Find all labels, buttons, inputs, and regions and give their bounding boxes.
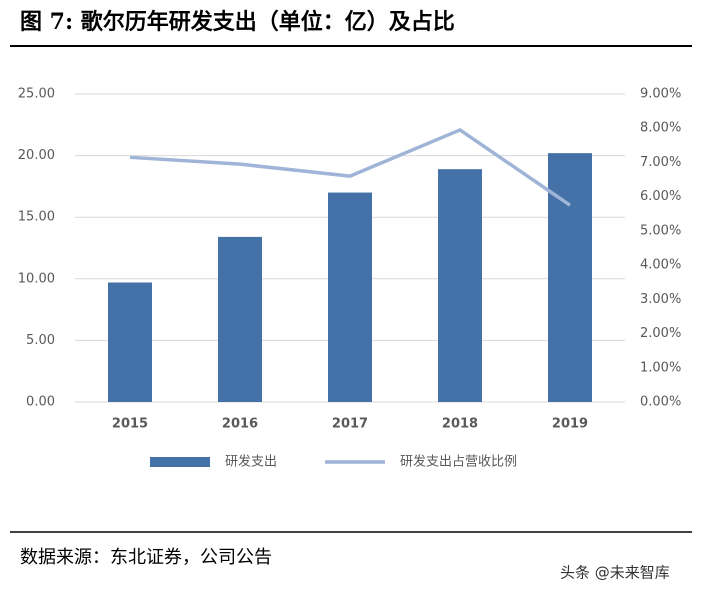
bar (108, 282, 152, 402)
y-tick-label: 5.00 (26, 333, 55, 348)
legend-label: 研发支出 (225, 454, 277, 470)
bar (548, 153, 592, 402)
y2-tick-label: 2.00% (640, 326, 681, 341)
y-tick-label: 25.00 (18, 87, 55, 102)
y2-tick-label: 1.00% (640, 360, 681, 375)
y2-tick-label: 5.00% (640, 223, 681, 238)
chart-title: 图 7: 歌尔历年研发支出（单位：亿）及占比 (20, 9, 455, 35)
y-tick-label: 0.00 (26, 395, 55, 410)
y2-tick-label: 4.00% (640, 258, 681, 273)
bar (438, 169, 482, 402)
y-tick-label: 15.00 (18, 210, 55, 225)
y2-tick-label: 8.00% (640, 121, 681, 136)
y-tick-label: 10.00 (18, 271, 55, 286)
y2-tick-label: 9.00% (640, 87, 681, 102)
watermark: 头条 @未来智库 (560, 564, 670, 582)
bar (218, 236, 262, 402)
line (129, 128, 571, 207)
y2-tick-label: 7.00% (640, 155, 681, 170)
y2-tick-label: 3.00% (640, 292, 681, 307)
legend-label: 研发支出占营收比例 (400, 454, 517, 470)
source: 数据来源：东北证券，公司公告 (20, 547, 272, 568)
x-tick-label: 2019 (552, 417, 588, 432)
x-tick-label: 2016 (222, 417, 258, 432)
x-tick-label: 2018 (442, 417, 478, 432)
x-tick-label: 2017 (332, 417, 368, 432)
x-tick-label: 2015 (112, 417, 148, 432)
bar (328, 192, 372, 402)
legend-swatch (150, 457, 210, 467)
y2-tick-label: 6.00% (640, 189, 681, 204)
y2-tick-label: 0.00% (640, 395, 681, 410)
y-tick-label: 20.00 (18, 148, 55, 163)
